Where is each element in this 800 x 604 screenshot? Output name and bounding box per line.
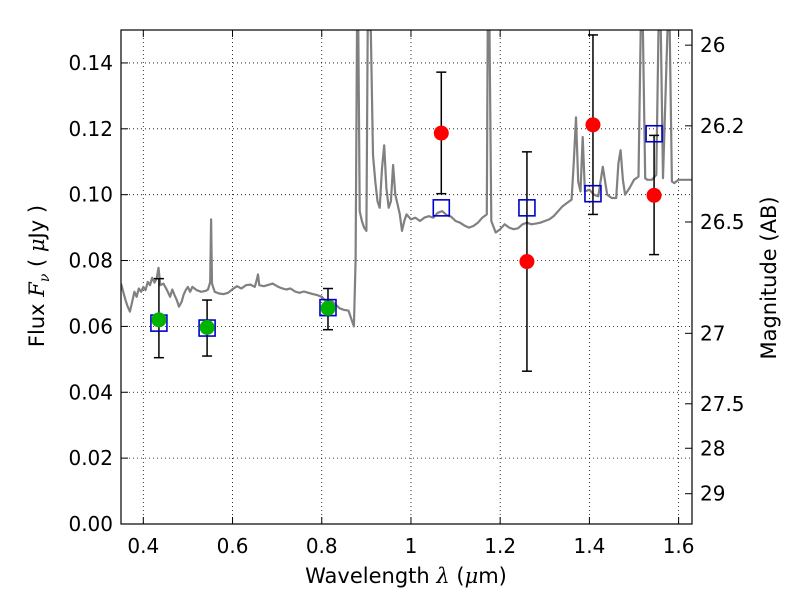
x-tick-label: 1 xyxy=(405,534,418,558)
x-tick-label: 0.4 xyxy=(127,534,159,558)
red-flux-point xyxy=(519,254,535,270)
green-flux-point xyxy=(320,300,336,316)
model-flux-square xyxy=(518,199,536,217)
model-spectrum-line xyxy=(121,30,692,328)
green-flux-point xyxy=(199,319,215,335)
x-axis-label: Wavelength λ (μm) xyxy=(305,564,507,588)
y-axis-label: Flux Fν ( μJy ) xyxy=(25,205,53,347)
model-flux-square xyxy=(584,184,602,203)
model-flux-square xyxy=(645,124,663,143)
y2-axis-label: Magnitude (AB) xyxy=(757,196,781,359)
y2-tick-label: 27.5 xyxy=(700,392,745,416)
model-flux-square xyxy=(432,199,451,217)
y-tick-label: 0.06 xyxy=(68,314,113,338)
y-tick-label: 0.08 xyxy=(68,249,113,273)
red-flux-point xyxy=(433,125,449,141)
y2-tick-label: 26.5 xyxy=(700,210,745,234)
x-axis-ticks: 0.4 0.6 0.8 1 1.2 1.4 1.6 xyxy=(127,30,695,558)
x-tick-label: 0.6 xyxy=(217,534,249,558)
y-tick-label: 0.10 xyxy=(68,183,113,207)
red-flux-point xyxy=(585,117,601,133)
y-tick-label: 0.04 xyxy=(68,380,113,404)
observed-flux-points xyxy=(151,117,662,335)
y-tick-label: 0.02 xyxy=(68,446,113,470)
x-tick-label: 1.6 xyxy=(663,534,695,558)
x-tick-label: 0.8 xyxy=(306,534,338,558)
y2-tick-label: 26.2 xyxy=(700,114,745,138)
y-tick-label: 0.00 xyxy=(68,512,113,536)
plot-content xyxy=(121,30,692,372)
plot-frame xyxy=(120,29,693,525)
red-flux-point xyxy=(646,187,662,203)
x-tick-label: 1.4 xyxy=(573,534,605,558)
y2-tick-label: 29 xyxy=(700,482,725,506)
plot-area xyxy=(121,30,692,524)
x-tick-label: 1.2 xyxy=(484,534,516,558)
y2-tick-label: 26 xyxy=(700,33,725,57)
y2-axis-ticks: 26 26.2 26.5 27 27.5 28 29 xyxy=(685,33,745,506)
y2-tick-label: 28 xyxy=(700,436,725,460)
y-axis-ticks: 0.00 0.02 0.04 0.06 0.08 0.10 0.12 0.14 xyxy=(68,51,128,536)
green-flux-point xyxy=(151,312,167,328)
y-tick-label: 0.14 xyxy=(68,51,113,75)
y-tick-label: 0.12 xyxy=(68,117,113,141)
y2-tick-label: 27 xyxy=(700,321,725,345)
